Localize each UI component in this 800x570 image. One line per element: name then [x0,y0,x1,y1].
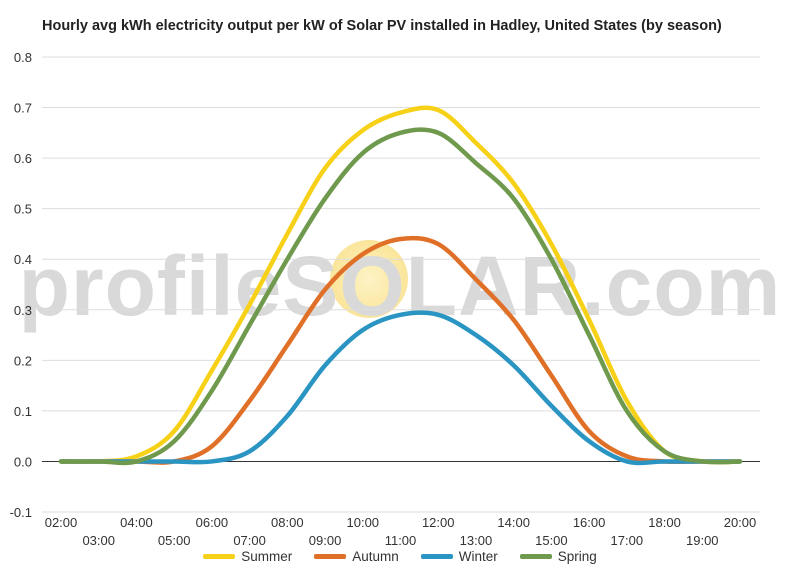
legend-label: Autumn [352,549,399,564]
x-tick-label: 20:00 [724,515,757,530]
y-tick-label: 0.7 [14,101,32,116]
x-tick-label: 06:00 [196,515,229,530]
x-tick-label: 19:00 [686,533,719,545]
legend-item-autumn: Autumn [314,549,399,564]
x-tick-label: 02:00 [45,515,78,530]
watermark-sun-icon [330,240,408,318]
legend-swatch [519,554,552,559]
y-tick-label: 0.3 [14,303,32,318]
y-tick-label: 0.1 [14,404,32,419]
series-line-summer [58,105,743,465]
y-tick-label: 0.6 [14,151,32,166]
chart-title: Hourly avg kWh electricity output per kW… [42,18,722,34]
x-tick-label: 09:00 [309,533,342,545]
legend-item-spring: Spring [519,549,597,564]
legend-item-winter: Winter [420,549,498,564]
legend-label: Summer [241,549,293,564]
y-tick-label: 0.5 [14,202,32,217]
x-tick-label: 17:00 [611,533,644,545]
legend-swatch [420,554,453,559]
x-tick-label: 04:00 [120,515,153,530]
legend: Summer Autumn Winter Spring [0,549,800,564]
legend-swatch [203,554,236,559]
y-axis-ticks: -0.1 0.0 0.1 0.2 0.3 0.4 0.5 0.6 0.7 0.8 [10,50,32,520]
x-tick-label: 16:00 [573,515,606,530]
x-tick-label: 08:00 [271,515,304,530]
legend-swatch [314,554,347,559]
x-tick-label: 12:00 [422,515,455,530]
legend-label: Spring [557,549,597,564]
y-tick-label: -0.1 [10,505,32,520]
y-tick-label: 0.2 [14,353,32,368]
y-tick-label: 0.0 [14,454,32,469]
x-axis-ticks: 02:00 03:00 04:00 05:00 06:00 07:00 08:00 09:00… [45,515,757,545]
x-tick-label: 13:00 [460,533,493,545]
series-lines [58,105,743,466]
y-tick-label: 0.8 [14,50,32,65]
y-tick-label: 0.4 [14,252,32,267]
legend-item-summer: Summer [203,549,292,564]
x-tick-label: 11:00 [385,533,417,545]
series-line-winter [58,310,743,466]
x-tick-label: 05:00 [158,533,191,545]
x-tick-label: 18:00 [648,515,681,530]
legend-label: Winter [458,549,498,564]
x-tick-label: 07:00 [233,533,266,545]
line-chart: -0.1 0.0 0.1 0.2 0.3 0.4 0.5 0.6 0.7 0.8 02:00 03:… [10,50,760,545]
x-tick-label: 15:00 [535,533,568,545]
grid-lines [42,56,760,513]
x-tick-label: 14:00 [497,515,530,530]
x-tick-label: 03:00 [82,533,115,545]
x-tick-label: 10:00 [347,515,380,530]
series-line-spring [58,127,743,466]
